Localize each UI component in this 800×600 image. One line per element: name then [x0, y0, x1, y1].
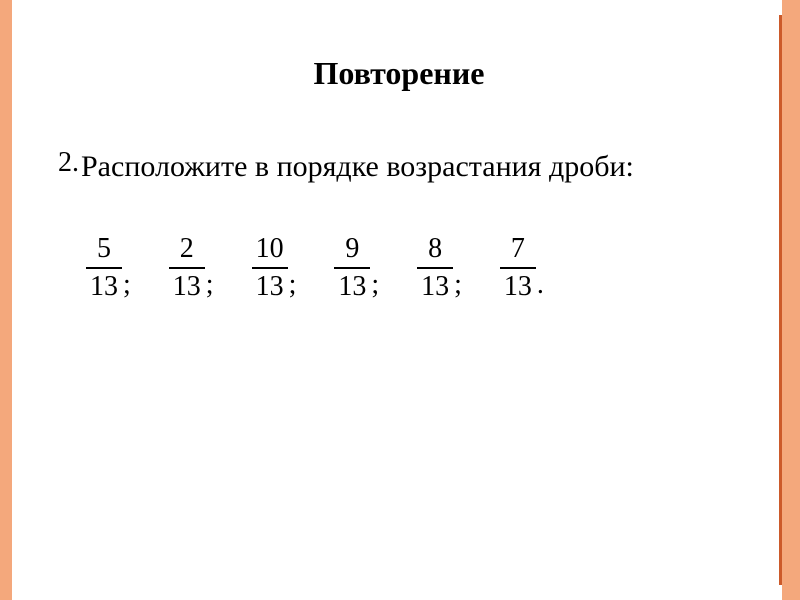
fraction-separator: ;	[206, 269, 214, 303]
fractions-row: 513;213;1013;913;813;713.	[58, 233, 740, 303]
fraction-separator: ;	[289, 269, 297, 303]
fraction-denominator: 13	[169, 269, 205, 303]
fraction: 1013	[252, 233, 288, 303]
fraction-numerator: 9	[341, 233, 363, 267]
slide-border-right	[782, 0, 800, 600]
fraction-item: 513;	[86, 233, 131, 303]
task-text: Расположите в порядке возрастания дроби:	[81, 147, 634, 188]
fraction: 713	[500, 233, 536, 303]
fraction-numerator: 2	[176, 233, 198, 267]
fraction: 913	[334, 233, 370, 303]
fraction-separator: ;	[371, 269, 379, 303]
fraction-denominator: 13	[417, 269, 453, 303]
task-number: 2.	[58, 147, 79, 179]
fraction-numerator: 8	[424, 233, 446, 267]
fraction-denominator: 13	[252, 269, 288, 303]
fraction-separator: ;	[454, 269, 462, 303]
fraction-denominator: 13	[334, 269, 370, 303]
fraction-denominator: 13	[500, 269, 536, 303]
fraction-item: 813;	[417, 233, 462, 303]
fraction-item: 713.	[500, 233, 544, 303]
fraction-item: 213;	[169, 233, 214, 303]
fraction-separator: ;	[123, 269, 131, 303]
fraction: 513	[86, 233, 122, 303]
fraction-numerator: 5	[93, 233, 115, 267]
page-title: Повторение	[58, 55, 740, 92]
fraction-item: 1013;	[252, 233, 297, 303]
slide-border-left	[0, 0, 12, 600]
slide-inner-border-right	[779, 15, 782, 585]
fraction-separator: .	[537, 269, 544, 303]
fraction: 813	[417, 233, 453, 303]
fraction: 213	[169, 233, 205, 303]
fraction-numerator: 10	[252, 233, 288, 267]
task-prompt: 2. Расположите в порядке возрастания дро…	[58, 147, 740, 188]
fraction-numerator: 7	[507, 233, 529, 267]
fraction-item: 913;	[334, 233, 379, 303]
fraction-denominator: 13	[86, 269, 122, 303]
slide-content: Повторение 2. Расположите в порядке возр…	[0, 0, 800, 303]
